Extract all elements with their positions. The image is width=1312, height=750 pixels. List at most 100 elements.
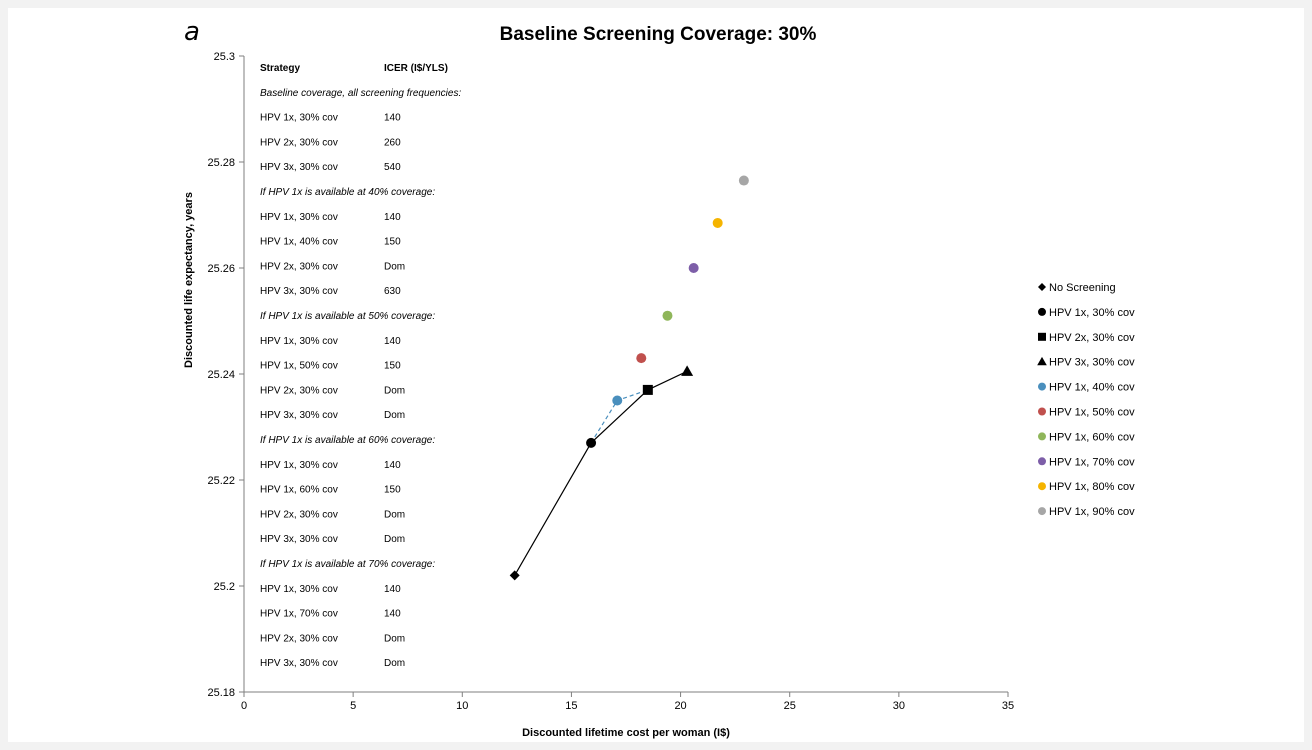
legend-label: HPV 1x, 30% cov [1049, 307, 1135, 319]
panel-letter: a [184, 17, 200, 47]
data-points [509, 175, 749, 581]
x-tick-label: 15 [565, 700, 577, 712]
table-cell-icer: 150 [384, 237, 401, 248]
table-cell-strategy: HPV 3x, 30% cov [260, 658, 338, 669]
y-tick-label: 25.18 [207, 687, 235, 699]
data-point [688, 263, 699, 273]
x-tick-label: 20 [674, 700, 686, 712]
data-point [586, 437, 597, 448]
table-cell-strategy: HPV 1x, 30% cov [260, 113, 338, 124]
table-cell-icer: 150 [384, 361, 401, 372]
legend-marker [1038, 407, 1046, 416]
table-cell-icer: Dom [384, 534, 405, 545]
y-tick-label: 25.28 [207, 157, 235, 169]
table-cell-strategy: HPV 1x, 30% cov [260, 460, 338, 471]
table-cell-strategy: HPV 1x, 30% cov [260, 336, 338, 347]
x-axis-title: Discounted lifetime cost per woman (I$) [522, 727, 730, 739]
table-cell-icer: 630 [384, 286, 401, 297]
table-section-label: Baseline coverage, all screening frequen… [260, 88, 461, 99]
legend-marker [1038, 507, 1046, 516]
table-cell-icer: 540 [384, 162, 401, 173]
table-cell-icer: 140 [384, 336, 401, 347]
table-cell-icer: 140 [384, 584, 401, 595]
table-cell-icer: 140 [384, 212, 401, 223]
data-point [712, 217, 723, 228]
table-cell-icer: 140 [384, 460, 401, 471]
y-axis-title: Discounted life expectancy, years [183, 192, 195, 368]
table-cell-icer: 260 [384, 137, 401, 148]
table-cell-strategy: HPV 1x, 70% cov [260, 609, 338, 620]
x-tick-label: 35 [1002, 700, 1014, 712]
table-cell-icer: Dom [384, 261, 405, 272]
data-point [738, 175, 749, 186]
legend-label: No Screening [1049, 282, 1116, 294]
data-point [612, 395, 623, 406]
legend-label: HPV 1x, 60% cov [1049, 431, 1135, 443]
table-cell-strategy: HPV 2x, 30% cov [260, 509, 338, 520]
frontier-line-solid [514, 370, 688, 576]
chart-title: Baseline Screening Coverage: 30% [500, 24, 817, 45]
data-point [662, 310, 673, 321]
legend-marker [1038, 307, 1046, 316]
table-cell-icer: Dom [384, 658, 405, 669]
x-tick-label: 5 [350, 700, 356, 712]
y-tick-label: 25.24 [207, 369, 235, 381]
table-cell-strategy: HPV 1x, 30% cov [260, 212, 338, 223]
legend-label: HPV 3x, 30% cov [1049, 357, 1135, 369]
table-cell-icer: 140 [384, 113, 401, 124]
legend-label: HPV 1x, 70% cov [1049, 456, 1135, 468]
data-point [642, 384, 653, 395]
legend-label: HPV 1x, 80% cov [1049, 481, 1135, 493]
table-section-label: If HPV 1x is available at 50% coverage: [260, 311, 435, 322]
legend-marker [1038, 482, 1046, 491]
table-cell-icer: Dom [384, 509, 405, 520]
legend-marker [1038, 457, 1046, 466]
table-cell-strategy: HPV 2x, 30% cov [260, 633, 338, 644]
y-tick-label: 25.3 [214, 51, 235, 63]
table-header-icer: ICER (I$/YLS) [384, 63, 448, 74]
table-cell-strategy: HPV 1x, 60% cov [260, 485, 338, 496]
table-cell-strategy: HPV 3x, 30% cov [260, 162, 338, 173]
table-cell-icer: Dom [384, 410, 405, 421]
table-cell-strategy: HPV 2x, 30% cov [260, 385, 338, 396]
table-cell-strategy: HPV 1x, 40% cov [260, 237, 338, 248]
table-cell-strategy: HPV 1x, 30% cov [260, 584, 338, 595]
data-point [681, 365, 694, 376]
legend-marker [1038, 382, 1046, 391]
data-point [636, 353, 647, 364]
table-cell-strategy: HPV 3x, 30% cov [260, 410, 338, 421]
table-cell-icer: Dom [384, 633, 405, 644]
table-header-strategy: Strategy [260, 63, 300, 74]
y-tick-label: 25.26 [207, 263, 235, 275]
frontier-lines [514, 370, 688, 576]
legend-label: HPV 1x, 50% cov [1049, 407, 1135, 419]
chart-svg: a Baseline Screening Coverage: 30% Disco… [183, 17, 1135, 739]
legend-label: HPV 1x, 40% cov [1049, 382, 1135, 394]
y-tick-label: 25.2 [214, 581, 235, 593]
legend-marker [1038, 283, 1046, 291]
legend: No Screening HPV 1x, 30% cov HPV 2x, 30% c… [1037, 282, 1135, 518]
table-cell-strategy: HPV 1x, 50% cov [260, 361, 338, 372]
axes: 0 5 10 15 20 25 30 35 25.18 25.2 25.22 25.24 25.26 25… [207, 51, 1014, 712]
table-cell-icer: 150 [384, 485, 401, 496]
table-cell-strategy: HPV 3x, 30% cov [260, 286, 338, 297]
legend-label: HPV 2x, 30% cov [1049, 332, 1135, 344]
data-point [509, 570, 520, 581]
legend-label: HPV 1x, 90% cov [1049, 506, 1135, 518]
table-section-label: If HPV 1x is available at 40% coverage: [260, 187, 435, 198]
x-tick-label: 10 [456, 700, 468, 712]
icer-table: Strategy ICER (I$/YLS) Baseline coverage, … [260, 63, 461, 669]
x-tick-label: 0 [241, 700, 247, 712]
table-section-label: If HPV 1x is available at 60% coverage: [260, 435, 435, 446]
chart-figure: a Baseline Screening Coverage: 30% Disco… [8, 8, 1304, 742]
legend-marker [1038, 432, 1046, 441]
table-cell-icer: 140 [384, 609, 401, 620]
x-tick-label: 25 [784, 700, 796, 712]
table-cell-icer: Dom [384, 385, 405, 396]
legend-marker [1038, 332, 1046, 341]
table-cell-strategy: HPV 2x, 30% cov [260, 261, 338, 272]
legend-marker [1037, 356, 1047, 366]
table-cell-strategy: HPV 3x, 30% cov [260, 534, 338, 545]
table-section-label: If HPV 1x is available at 70% coverage: [260, 559, 435, 570]
y-tick-label: 25.22 [207, 475, 235, 487]
